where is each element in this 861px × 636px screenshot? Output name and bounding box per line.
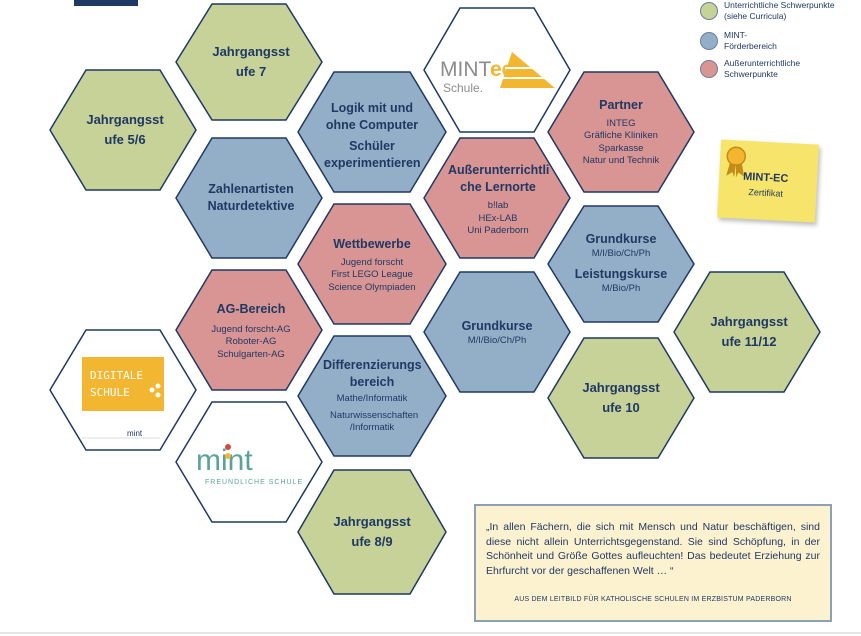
hex-diff	[297, 335, 447, 457]
hex-mint-freundlich	[175, 401, 323, 523]
legend-dot-blue	[700, 32, 718, 50]
hex-zahlen	[175, 137, 323, 259]
quote-box: „In allen Fächern, die sich mit Mensch u…	[474, 504, 832, 622]
hex-ausser	[423, 137, 571, 259]
hex-partner	[547, 71, 695, 193]
digitale-line1: DIGITALE	[90, 369, 143, 382]
legend-item-unterricht: Unterrichtliche Schwerpunkte (siehe Curr…	[700, 0, 852, 22]
hex-logik	[297, 71, 447, 193]
legend-item-mint: MINT-Förderbereich	[700, 30, 784, 52]
hex-stufe-10	[547, 337, 695, 459]
bottom-line	[0, 632, 861, 634]
mintec-text: MINT	[440, 58, 491, 81]
hex-gk	[423, 271, 571, 393]
legend-label-mint: MINT-Förderbereich	[724, 30, 777, 51]
hex-stufe-11-12	[673, 271, 821, 393]
note-subtitle: Zertifikat	[748, 186, 784, 199]
hex-stufe-8-9	[297, 469, 447, 595]
hex-mintec	[423, 7, 571, 133]
share-icon	[149, 387, 155, 393]
digitale-line2: SCHULE	[90, 386, 130, 399]
mint-freundlich-big: mint	[196, 444, 253, 477]
digitale-schule-logo: DIGITALE SCHULE mint	[82, 357, 164, 439]
mint-ec-note: MINT-EC Zertifikat	[717, 139, 819, 223]
legend-label-unterricht: Unterrichtliche Schwerpunkte (siehe Curr…	[724, 0, 835, 21]
legend-dot-red	[700, 60, 718, 78]
top-bar	[74, 0, 138, 6]
legend-item-ausser: Außerunterrichtliche Schwerpunkte	[700, 58, 824, 80]
mintec-logo: MINT ec Schule.	[440, 52, 555, 95]
digitale-badge	[82, 357, 164, 411]
quote-source: AUS DEM LEITBILD FÜR KATHOLISCHE SCHULEN…	[514, 596, 792, 603]
hex-stufe-7	[175, 3, 323, 121]
hex-stufe-5-6	[49, 69, 197, 191]
award-ribbon-icon	[726, 146, 746, 178]
hex-gk-lk	[547, 205, 695, 323]
mint-freundlich-small: FREUNDLICHE SCHULE	[205, 479, 303, 486]
note-title: MINT-EC	[742, 170, 789, 186]
hex-wettbewerbe	[297, 203, 447, 325]
legend-label-ausser: Außerunterrichtliche Schwerpunkte	[724, 58, 801, 79]
legend-dot-green	[700, 2, 718, 20]
digitale-small-mint: mint	[127, 429, 143, 438]
mint-freundlich-logo: mint FREUNDLICHE SCHULE	[196, 444, 303, 486]
quote-text: „In allen Fächern, die sich mit Mensch u…	[486, 521, 820, 577]
mintec-schule: Schule.	[443, 81, 483, 95]
hex-ag	[175, 269, 323, 391]
